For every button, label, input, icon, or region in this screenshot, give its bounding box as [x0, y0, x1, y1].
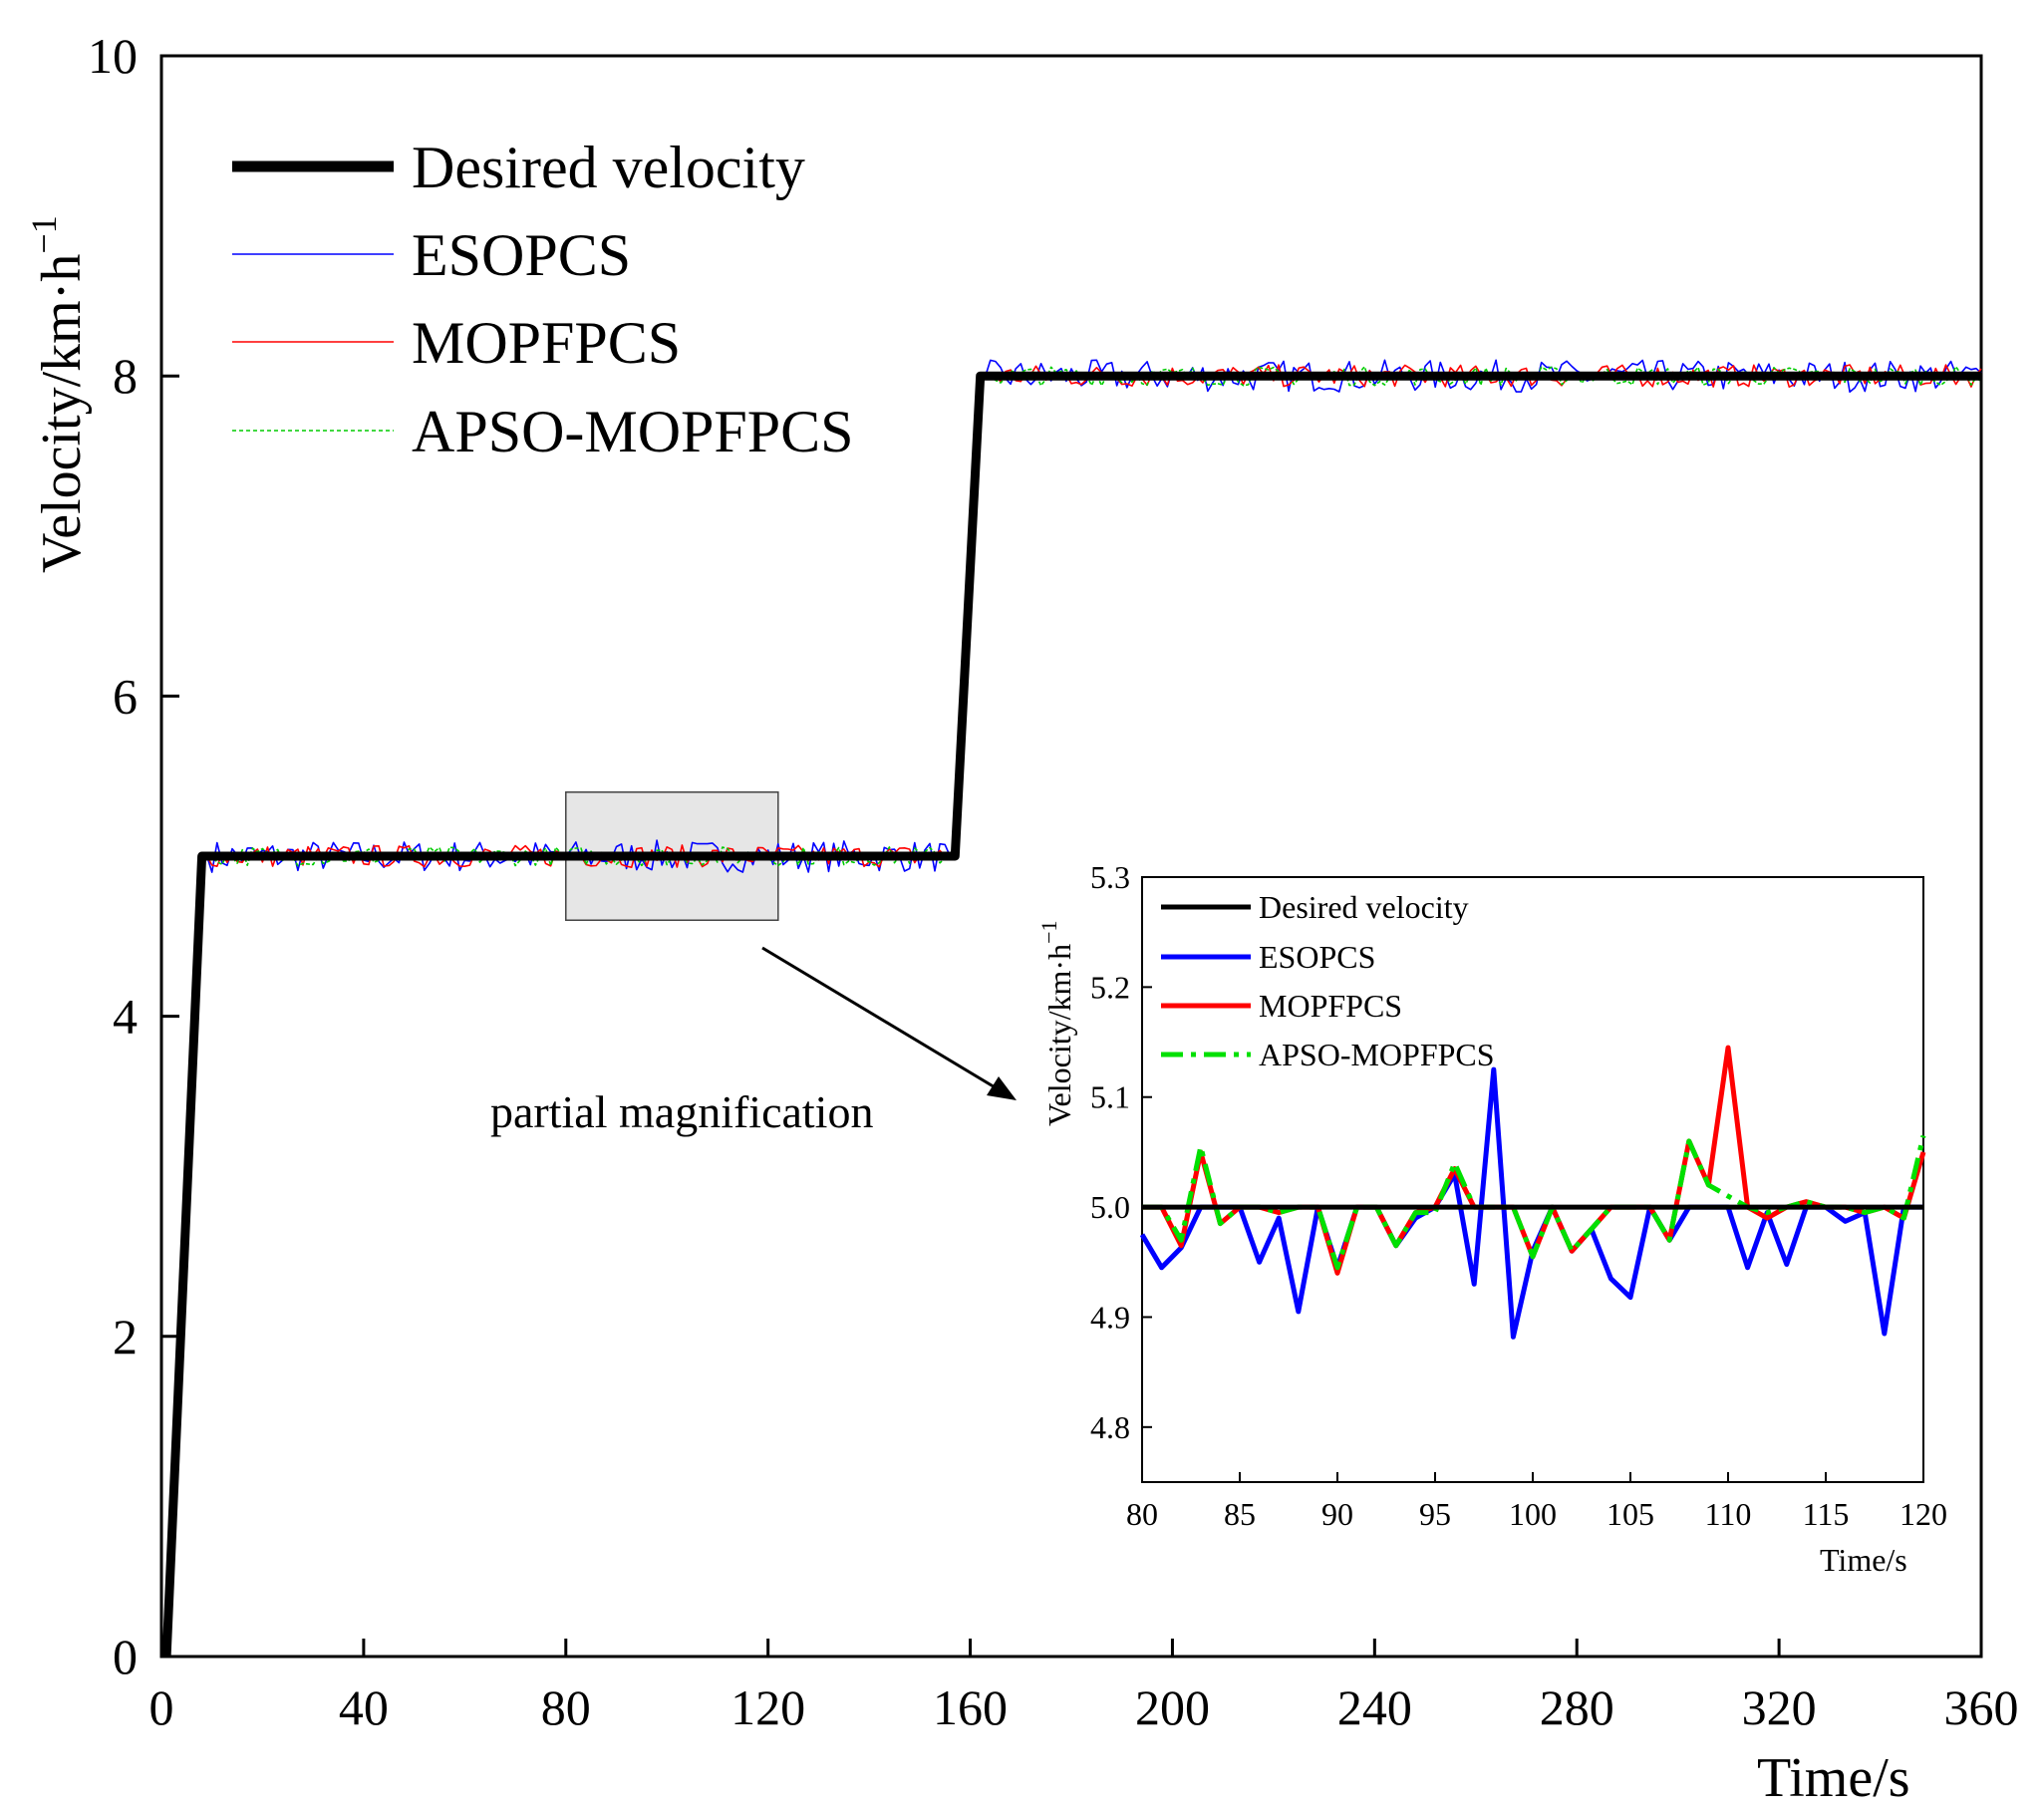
main-legend: Desired velocity ESOPCS MOPFPCS APSO-MOP…: [232, 135, 854, 464]
main-x-tick-label-360: 360: [1944, 1679, 2019, 1735]
main-x-tick-label-40: 40: [339, 1679, 389, 1735]
inset-y-tick-label-4: 5.2: [1090, 969, 1130, 1005]
inset-x-tick-label-105: 105: [1606, 1496, 1654, 1532]
main-x-axis-title: Time/s: [1757, 1747, 1910, 1809]
main-legend-label-esopcs: ESOPCS: [412, 222, 631, 288]
main-x-axis: 0 40 80 120 160 200 240 280 320 360: [149, 1639, 2019, 1735]
inset-x-tick-label-100: 100: [1509, 1496, 1557, 1532]
inset-x-tick-label-95: 95: [1419, 1496, 1451, 1532]
inset-y-axis-title-superscript: −1: [1036, 921, 1061, 944]
inset-series-layer: [1139, 1045, 1926, 1340]
magnification-arrow: [761, 946, 1008, 1096]
main-y-axis: 0 2 4 6 8 10: [88, 28, 179, 1684]
main-legend-label-mopfpcs: MOPFPCS: [412, 310, 681, 376]
inset-y-tick-label-0: 4.8: [1090, 1409, 1130, 1445]
inset-x-tick-label-115: 115: [1803, 1496, 1850, 1532]
inset-y-tick-label-1: 4.9: [1090, 1299, 1130, 1335]
main-x-tick-label-200: 200: [1135, 1679, 1210, 1735]
inset-background: [1142, 877, 1923, 1482]
main-x-tick-label-280: 280: [1540, 1679, 1614, 1735]
main-series-line-desired-velocity: [161, 371, 1981, 1658]
inset-chart: 80 85 90 95 100 105 110 115 120 4.8 4.9 5.0 5.1 5.2 5…: [1036, 859, 1947, 1578]
inset-legend-label-apso: APSO-MOPFPCS: [1259, 1037, 1495, 1072]
inset-legend-label-esopcs: ESOPCS: [1259, 939, 1375, 975]
magnification-label: partial magnification: [490, 1086, 873, 1137]
main-x-tick-label-240: 240: [1337, 1679, 1412, 1735]
inset-y-tick-label-2: 5.0: [1090, 1189, 1130, 1225]
main-y-tick-label-0: 0: [113, 1629, 138, 1684]
main-y-tick-label-8: 8: [113, 348, 138, 404]
main-series-layer: [161, 359, 1982, 1658]
main-x-tick-label-80: 80: [541, 1679, 591, 1735]
inset-x-tick-label-120: 120: [1899, 1496, 1947, 1532]
main-legend-label-apso: APSO-MOPFPCS: [412, 399, 854, 464]
inset-legend: Desired velocity ESOPCS MOPFPCS APSO-MOP…: [1161, 889, 1495, 1072]
main-y-axis-title-superscript: −1: [24, 215, 64, 253]
inset-x-axis-title: Time/s: [1820, 1542, 1907, 1578]
main-y-tick-label-10: 10: [88, 28, 138, 84]
main-plot-frame: [159, 54, 1983, 1659]
inset-y-tick-label-5: 5.3: [1090, 859, 1130, 895]
main-series-line-mopfpcs: [165, 364, 1982, 1658]
inset-y-axis: 4.8 4.9 5.0 5.1 5.2 5.3: [1090, 859, 1152, 1445]
inset-x-tick-label-85: 85: [1224, 1496, 1256, 1532]
inset-y-axis-title-text: Velocity/km·h: [1041, 944, 1077, 1126]
main-x-tick-label-0: 0: [149, 1679, 174, 1735]
inset-x-tick-label-90: 90: [1321, 1496, 1353, 1532]
main-y-tick-label-2: 2: [113, 1309, 138, 1364]
main-x-tick-label-120: 120: [730, 1679, 805, 1735]
inset-y-axis-title: Velocity/km·h−1: [1036, 921, 1077, 1127]
inset-legend-label-desired: Desired velocity: [1259, 889, 1469, 925]
magnification-arrowhead: [987, 1076, 1017, 1100]
inset-y-tick-label-3: 5.1: [1090, 1079, 1130, 1115]
inset-legend-label-mopfpcs: MOPFPCS: [1259, 988, 1402, 1024]
inset-x-tick-label-110: 110: [1705, 1496, 1752, 1532]
main-y-tick-label-6: 6: [113, 668, 138, 724]
main-y-tick-label-4: 4: [113, 989, 138, 1045]
main-x-tick-label-160: 160: [933, 1679, 1008, 1735]
main-x-tick-label-320: 320: [1742, 1679, 1817, 1735]
main-y-axis-title-text: Velocity/km·h: [31, 254, 93, 573]
inset-x-axis: 80 85 90 95 100 105 110 115 120: [1126, 1472, 1947, 1532]
main-y-axis-title: Velocity/km·h−1: [24, 215, 93, 573]
main-legend-label-desired: Desired velocity: [412, 135, 805, 200]
main-chart: 0 40 80 120 160 200 240 280 320 360 0 2 4 6 8 10 Time/…: [24, 28, 2019, 1809]
inset-x-tick-label-80: 80: [1126, 1496, 1158, 1532]
